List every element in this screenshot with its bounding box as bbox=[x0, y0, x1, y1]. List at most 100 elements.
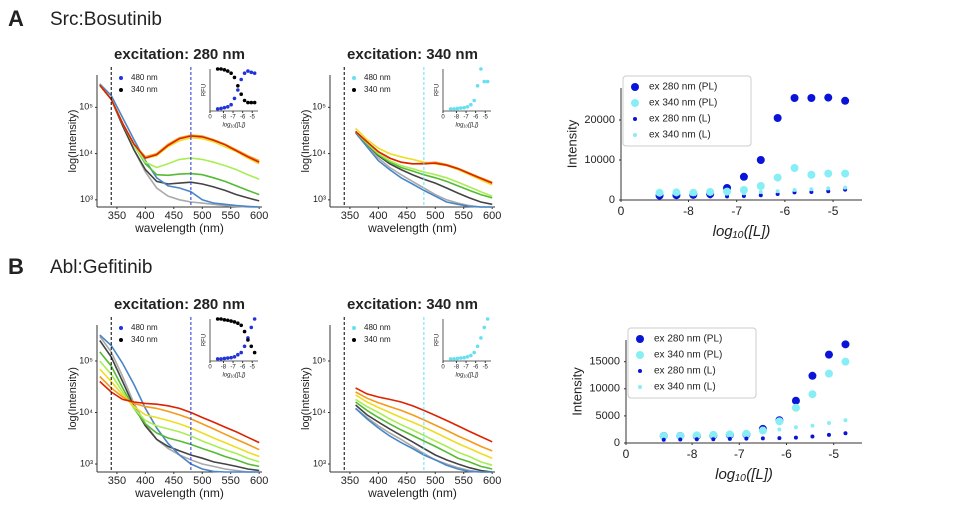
y-tick-label: 0 bbox=[614, 437, 620, 449]
data-point bbox=[249, 70, 254, 75]
legend-marker bbox=[352, 338, 356, 342]
x-tick-label: 400 bbox=[136, 475, 154, 487]
data-point bbox=[841, 340, 850, 349]
data-point bbox=[727, 436, 732, 441]
x-axis-label: wavelength (nm) bbox=[134, 221, 224, 235]
legend-label: ex 280 nm (L) bbox=[654, 366, 716, 377]
data-point bbox=[252, 100, 257, 105]
legend-marker bbox=[631, 99, 639, 107]
data-point bbox=[246, 69, 250, 73]
x-tick-label: -8 bbox=[454, 365, 460, 371]
spectrum-line bbox=[355, 387, 493, 443]
legend-label: ex 340 nm (L) bbox=[649, 130, 711, 141]
data-point bbox=[225, 356, 230, 360]
data-point bbox=[760, 429, 765, 434]
data-point bbox=[809, 187, 814, 192]
x-tick-label: -8 bbox=[687, 447, 698, 461]
x-tick-label: 500 bbox=[193, 210, 211, 222]
x-tick-label: -7 bbox=[230, 365, 236, 371]
x-tick-label: -5 bbox=[828, 204, 839, 218]
data-point bbox=[810, 434, 815, 439]
y-tick-label: 10⁴ bbox=[79, 407, 93, 417]
y-axis-label: Intensity bbox=[564, 119, 579, 168]
legend-marker bbox=[638, 385, 642, 389]
x-tick-label: 550 bbox=[455, 210, 473, 222]
x-tick-label: -6 bbox=[780, 204, 791, 218]
data-point bbox=[215, 67, 220, 71]
data-point bbox=[236, 352, 240, 357]
data-point bbox=[469, 353, 473, 358]
data-point bbox=[843, 418, 848, 423]
data-point bbox=[661, 437, 666, 442]
x-tick-label: 450 bbox=[165, 475, 183, 487]
data-point bbox=[482, 325, 487, 330]
data-point bbox=[452, 357, 456, 361]
data-point bbox=[482, 79, 487, 84]
x-tick-label: -8 bbox=[221, 365, 227, 371]
data-point bbox=[458, 106, 463, 110]
legend-label: 480 nm bbox=[131, 73, 158, 82]
data-point bbox=[773, 173, 782, 182]
data-point bbox=[236, 84, 240, 88]
x-tick-label: 600 bbox=[483, 475, 501, 487]
data-point bbox=[793, 435, 798, 440]
data-point bbox=[236, 321, 240, 326]
y-axis-label: log(Intensity) bbox=[67, 110, 79, 173]
data-point bbox=[841, 169, 850, 178]
data-point bbox=[475, 84, 480, 88]
x-tick-label: 0 bbox=[623, 447, 630, 461]
data-point bbox=[739, 172, 748, 181]
data-point bbox=[462, 105, 466, 110]
data-point bbox=[475, 344, 480, 349]
data-point bbox=[708, 192, 713, 196]
spectrum-line bbox=[99, 340, 260, 472]
x-tick-label: 500 bbox=[426, 475, 444, 487]
data-point bbox=[674, 192, 679, 197]
legend-marker bbox=[636, 351, 644, 359]
y-tick-label: 10³ bbox=[80, 194, 93, 204]
inset-x-label: log₁₀([L]) bbox=[455, 123, 478, 129]
legend-label: ex 340 nm (PL) bbox=[654, 350, 722, 361]
data-point bbox=[222, 68, 227, 72]
data-point bbox=[790, 164, 799, 172]
data-point bbox=[694, 437, 699, 442]
inset-x-label: log₁₀([L]) bbox=[222, 123, 245, 129]
data-point bbox=[841, 96, 850, 105]
inset-y-label: RFU bbox=[435, 334, 441, 346]
x-tick-label: -7 bbox=[734, 447, 745, 461]
y-tick-label: 10³ bbox=[80, 458, 93, 468]
data-point bbox=[229, 102, 233, 107]
y-axis-label: log(Intensity) bbox=[67, 367, 79, 430]
data-point bbox=[215, 107, 220, 111]
data-point bbox=[215, 357, 220, 361]
x-tick-label: 350 bbox=[108, 210, 126, 222]
legend-marker bbox=[352, 88, 356, 92]
x-tick-label: -6 bbox=[240, 365, 246, 371]
y-tick-label: 10³ bbox=[313, 458, 326, 468]
data-point bbox=[841, 357, 850, 366]
y-tick-label: 15000 bbox=[589, 356, 620, 368]
data-point bbox=[452, 107, 456, 111]
data-point bbox=[239, 350, 243, 355]
x-tick-label: 550 bbox=[222, 475, 240, 487]
chart-title: excitation: 280 nm bbox=[114, 46, 245, 63]
data-point bbox=[472, 98, 477, 103]
data-point bbox=[448, 357, 453, 361]
data-point bbox=[225, 69, 230, 73]
x-tick-label: 400 bbox=[136, 210, 154, 222]
x-tick-label: -5 bbox=[483, 365, 489, 371]
data-point bbox=[777, 427, 782, 432]
data-point bbox=[810, 423, 815, 428]
data-point bbox=[485, 79, 490, 84]
inset-x-label: log₁₀([L]) bbox=[455, 373, 478, 379]
y-tick-label: 10⁵ bbox=[312, 355, 326, 365]
data-point bbox=[725, 191, 730, 196]
chart-title: excitation: 340 nm bbox=[347, 46, 478, 63]
legend-marker bbox=[352, 76, 356, 80]
data-point bbox=[725, 194, 730, 199]
legend-marker bbox=[119, 338, 123, 342]
data-point bbox=[242, 98, 247, 103]
data-point bbox=[741, 191, 746, 196]
data-point bbox=[807, 94, 816, 102]
